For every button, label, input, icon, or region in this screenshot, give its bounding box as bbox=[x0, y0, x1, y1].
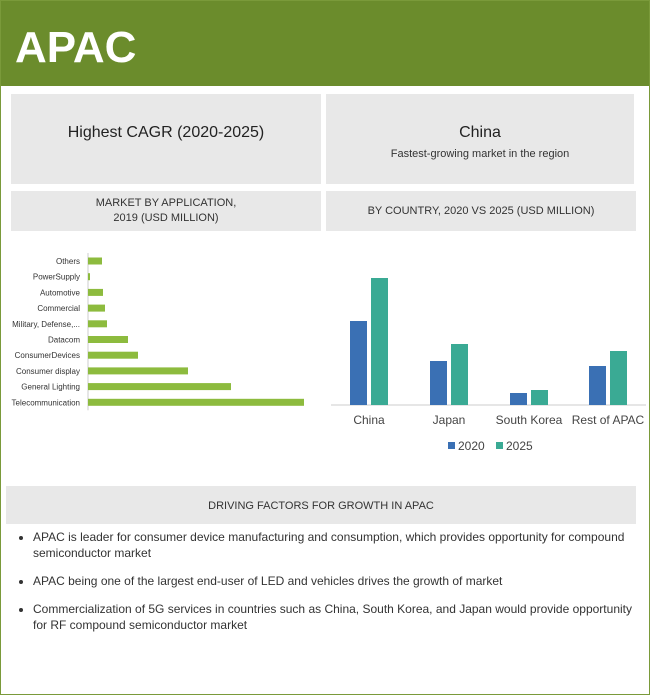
legend-swatch bbox=[496, 442, 503, 449]
legend-label: 2020 bbox=[458, 439, 485, 453]
category-label: Commercial bbox=[37, 304, 80, 313]
bar bbox=[88, 383, 231, 391]
bar bbox=[88, 336, 128, 343]
category-label: ConsumerDevices bbox=[15, 351, 80, 360]
bar bbox=[589, 366, 606, 405]
bar bbox=[430, 361, 447, 405]
factors-list: APAC is leader for consumer device manuf… bbox=[17, 529, 643, 645]
legend-swatch bbox=[448, 442, 455, 449]
header: APAC bbox=[1, 1, 649, 86]
header-title: APAC bbox=[15, 23, 137, 72]
category-label: Military, Defense,... bbox=[12, 320, 80, 329]
legend-label: 2025 bbox=[506, 439, 533, 453]
highlight-title: Highest CAGR (2020-2025) bbox=[67, 124, 265, 141]
chart-title-box: BY COUNTRY, 2020 VS 2025 (USD MILLION) bbox=[326, 191, 636, 231]
bar bbox=[88, 273, 90, 281]
x-tick-label: Rest of APAC bbox=[572, 413, 645, 427]
bar bbox=[88, 257, 102, 265]
x-tick-label: China bbox=[353, 413, 385, 427]
chart-title: MARKET BY APPLICATION, 2019 (USD MILLION… bbox=[95, 197, 237, 224]
category-label: Datacom bbox=[48, 336, 80, 345]
bar bbox=[510, 393, 527, 405]
highlight-box: China Fastest-growing market in the regi… bbox=[326, 94, 634, 184]
bar bbox=[88, 351, 138, 359]
bar bbox=[451, 344, 468, 405]
bar bbox=[88, 304, 105, 312]
category-label: Others bbox=[56, 257, 80, 266]
bar bbox=[88, 398, 304, 406]
bar bbox=[350, 321, 367, 405]
category-label: General Lighting bbox=[21, 383, 80, 392]
factors-title: DRIVING FACTORS FOR GROWTH IN APAC bbox=[208, 500, 434, 512]
highlight-box: Highest CAGR (2020-2025) bbox=[11, 94, 321, 184]
bar bbox=[88, 288, 103, 296]
category-label: Consumer display bbox=[16, 367, 80, 376]
category-label: Automotive bbox=[40, 288, 81, 297]
chart-title-box: MARKET BY APPLICATION, 2019 (USD MILLION… bbox=[11, 191, 321, 231]
category-label: PowerSupply bbox=[33, 273, 80, 282]
x-tick-label: South Korea bbox=[496, 413, 563, 427]
bar bbox=[531, 390, 548, 405]
factor-item: APAC being one of the largest end-user o… bbox=[33, 573, 643, 589]
bar bbox=[371, 278, 388, 405]
highlight-title: China bbox=[459, 124, 501, 141]
highlight-subtitle: Fastest-growing market in the region bbox=[390, 148, 570, 160]
factor-item: Commercialization of 5G services in coun… bbox=[33, 601, 643, 633]
factors-title-box: DRIVING FACTORS FOR GROWTH IN APAC bbox=[6, 486, 636, 524]
factor-item: APAC is leader for consumer device manuf… bbox=[33, 529, 643, 561]
bar bbox=[88, 367, 188, 375]
country-chart: China Japan South Korea Rest of APAC 2020 202… bbox=[331, 278, 646, 453]
bar bbox=[88, 320, 107, 328]
x-tick-label: Japan bbox=[433, 413, 466, 427]
bar bbox=[610, 351, 627, 405]
chart-title: BY COUNTRY, 2020 VS 2025 (USD MILLION) bbox=[367, 205, 595, 217]
application-chart: Others PowerSupply Automotive Commercial Mil… bbox=[12, 253, 304, 411]
category-label: Telecommunication bbox=[12, 398, 80, 407]
